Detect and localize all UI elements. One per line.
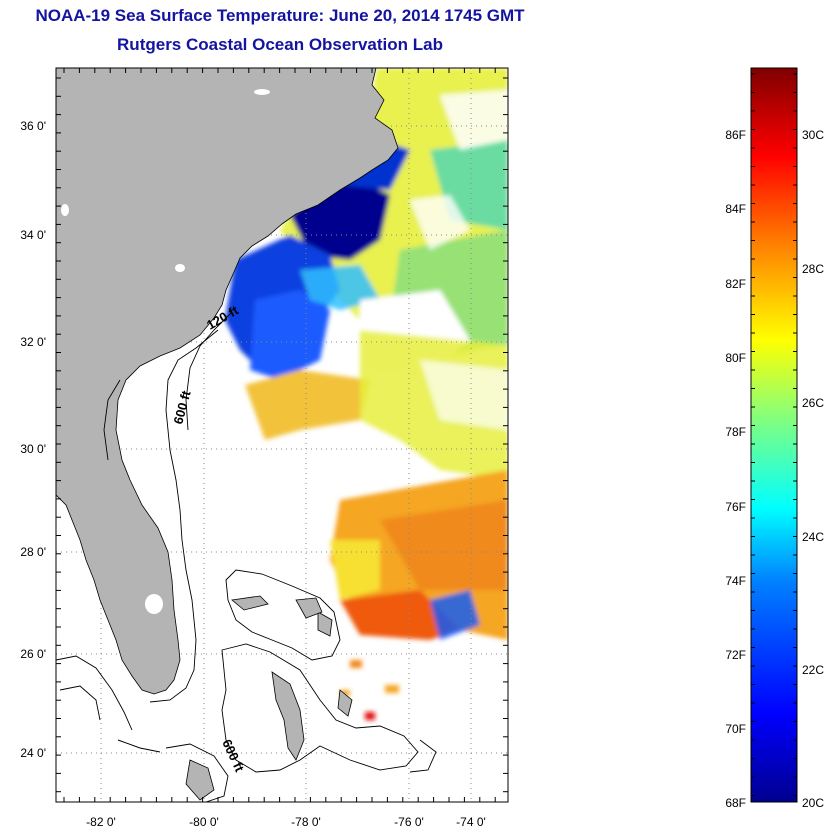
lon-label-82: -82 0' — [86, 815, 116, 829]
colorbar: 86F 84F 82F 80F 78F 76F 74F 72F 70F 68F … — [725, 67, 824, 810]
cb-label-20c: 20C — [802, 796, 824, 810]
cb-label-68f: 68F — [725, 796, 746, 810]
cb-label-72f: 72F — [725, 648, 746, 662]
lat-label-36: 36 0' — [20, 119, 46, 133]
cb-label-70f: 70F — [725, 722, 746, 736]
cb-label-80f: 80F — [725, 351, 746, 365]
cb-label-22c: 22C — [802, 663, 824, 677]
colorbar-fahrenheit-labels: 86F 84F 82F 80F 78F 76F 74F 72F 70F 68F — [725, 128, 746, 810]
cb-label-28c: 28C — [802, 262, 824, 276]
cb-label-82f: 82F — [725, 277, 746, 291]
cb-label-24c: 24C — [802, 530, 824, 544]
latitude-labels: 36 0' 34 0' 32 0' 30 0' 28 0' 26 0' 24 0… — [20, 119, 46, 760]
map-content: 120 ft 600 ft 600 ft — [56, 68, 508, 802]
map-title: NOAA-19 Sea Surface Temperature: June 20… — [35, 6, 525, 25]
colorbar-ticks — [751, 73, 797, 796]
map-frame — [55, 67, 509, 803]
bathymetry-contours — [56, 311, 437, 802]
colorbar-gradient — [750, 67, 798, 803]
lat-label-30: 30 0' — [20, 442, 46, 456]
lon-label-74: -74 0' — [456, 815, 486, 829]
lat-label-28: 28 0' — [20, 545, 46, 559]
map-subtitle: Rutgers Coastal Ocean Observation Lab — [117, 35, 443, 54]
lat-label-24: 24 0' — [20, 746, 46, 760]
cb-label-78f: 78F — [725, 425, 746, 439]
us-landmass — [56, 68, 399, 695]
lon-label-80: -80 0' — [189, 815, 219, 829]
lon-label-76: -76 0' — [394, 815, 424, 829]
florida-keys — [117, 739, 161, 753]
cb-label-30c: 30C — [802, 128, 824, 142]
lakes — [61, 89, 270, 614]
bahamas-islands — [185, 595, 353, 801]
colorbar-celsius-labels: 30C 28C 26C 24C 22C 20C — [802, 128, 824, 810]
longitude-labels: -82 0' -80 0' -78 0' -76 0' -74 0' — [86, 815, 486, 829]
lat-label-26: 26 0' — [20, 647, 46, 661]
cb-label-26c: 26C — [802, 396, 824, 410]
cb-label-74f: 74F — [725, 574, 746, 588]
cb-label-84f: 84F — [725, 202, 746, 216]
cb-label-86f: 86F — [725, 128, 746, 142]
lat-label-32: 32 0' — [20, 335, 46, 349]
cb-label-76f: 76F — [725, 500, 746, 514]
lat-label-34: 34 0' — [20, 228, 46, 242]
frame-ticks — [56, 68, 508, 802]
lon-label-78: -78 0' — [291, 815, 321, 829]
